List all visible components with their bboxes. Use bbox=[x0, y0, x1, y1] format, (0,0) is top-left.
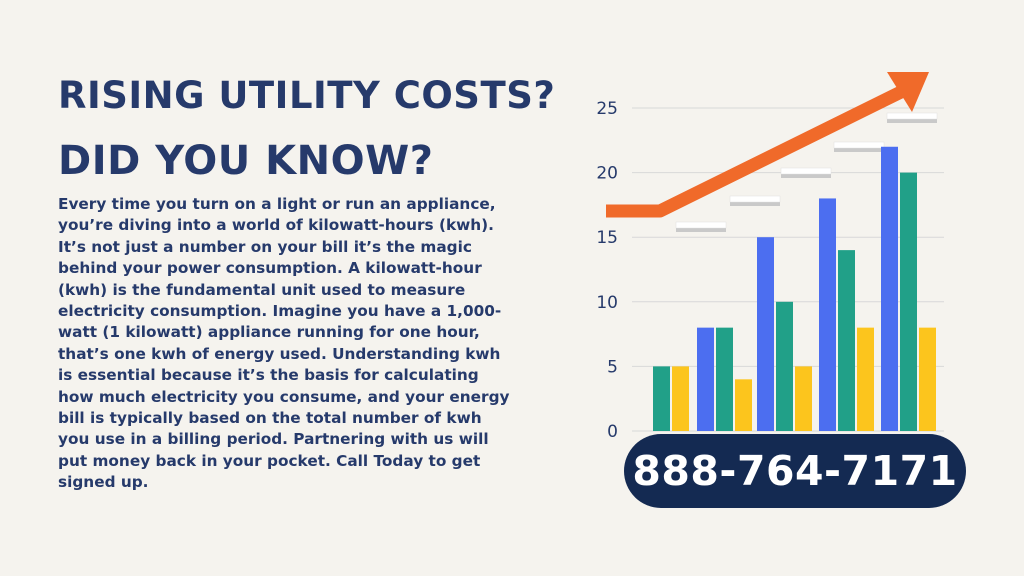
step-slab bbox=[886, 112, 938, 120]
body-paragraph: Every time you turn on a light or run an… bbox=[58, 195, 510, 492]
bar bbox=[735, 379, 752, 431]
headline-rising-costs: RISING UTILITY COSTS? bbox=[58, 74, 556, 117]
step-shadow bbox=[834, 146, 884, 152]
step-slab bbox=[780, 167, 832, 175]
bar bbox=[653, 366, 670, 431]
bar bbox=[919, 327, 936, 431]
step-shadow bbox=[676, 226, 726, 232]
step-shadow bbox=[781, 172, 831, 178]
y-tick-label: 15 bbox=[596, 228, 618, 248]
step-slab bbox=[833, 141, 885, 149]
bar bbox=[697, 327, 714, 431]
bar bbox=[838, 250, 855, 431]
step-shadow bbox=[730, 200, 780, 206]
chart-y-axis: 0 5 10 15 20 25 bbox=[596, 99, 618, 442]
chart-bars bbox=[653, 146, 936, 431]
bar bbox=[672, 366, 689, 431]
bar bbox=[757, 237, 774, 431]
y-tick-label: 20 bbox=[596, 164, 618, 184]
y-tick-label: 0 bbox=[607, 422, 618, 442]
phone-number-button[interactable]: 888-764-7171 bbox=[624, 434, 966, 508]
bar bbox=[857, 327, 874, 431]
trend-arrow-icon bbox=[606, 72, 929, 218]
bar bbox=[716, 327, 733, 431]
step-slab bbox=[729, 195, 781, 203]
trend-arrow-shaft bbox=[606, 84, 908, 218]
bar bbox=[776, 301, 793, 431]
bar bbox=[795, 366, 812, 431]
y-tick-label: 25 bbox=[596, 99, 618, 119]
step-shadow bbox=[887, 117, 937, 123]
bar bbox=[819, 198, 836, 431]
trend-arrow-head bbox=[887, 72, 929, 112]
step-slab bbox=[675, 221, 727, 229]
y-tick-label: 10 bbox=[596, 293, 618, 313]
bar bbox=[881, 146, 898, 431]
chart-decorative-steps bbox=[675, 112, 938, 232]
headline-did-you-know: DID YOU KNOW? bbox=[58, 138, 434, 184]
bar bbox=[900, 172, 917, 431]
y-tick-label: 5 bbox=[607, 357, 618, 377]
